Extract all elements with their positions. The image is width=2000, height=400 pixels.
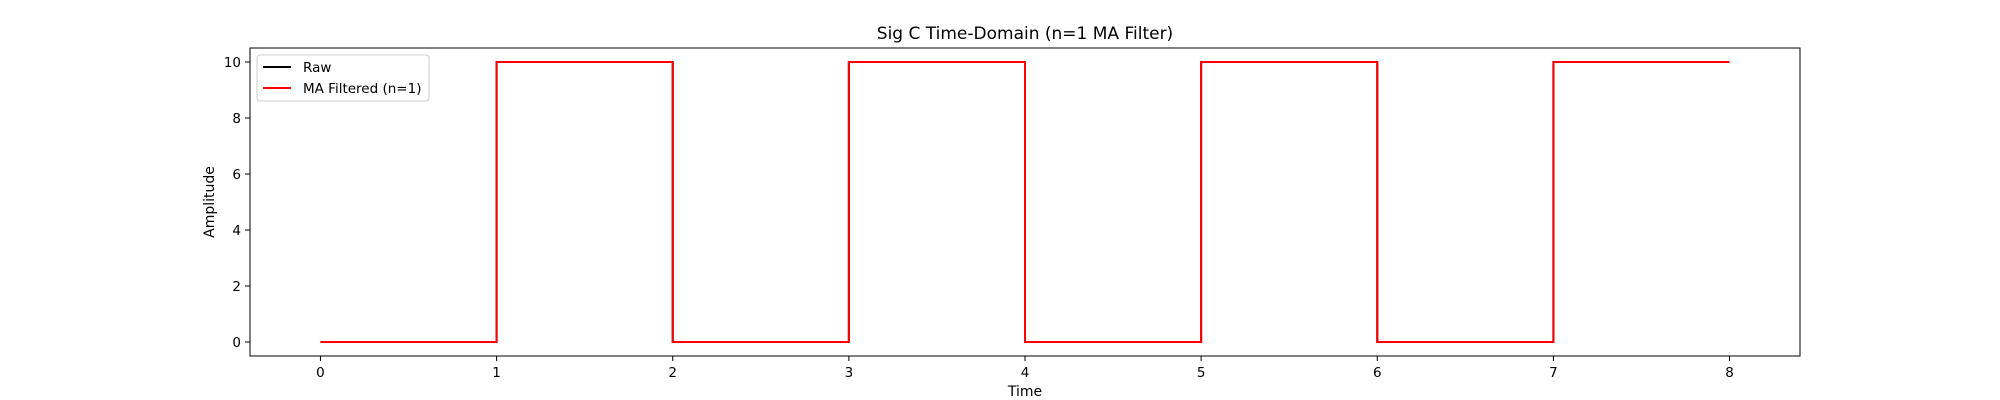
x-axis-ticks: 0 1 2 3 4 5 6 7 8 (316, 356, 1734, 381)
y-axis-ticks: 0 2 4 6 8 10 (224, 55, 250, 351)
x-tick-label: 1 (492, 365, 501, 381)
x-tick-label: 5 (1197, 365, 1206, 381)
legend-label-0: Raw (303, 60, 331, 76)
x-tick-label: 7 (1549, 365, 1558, 381)
series-line-1 (320, 61, 1730, 343)
y-axis-label: Amplitude (202, 166, 218, 238)
x-tick-label: 3 (845, 365, 854, 381)
chart-title: Sig C Time-Domain (n=1 MA Filter) (877, 24, 1173, 44)
x-tick-label: 6 (1373, 365, 1382, 381)
x-tick-label: 2 (668, 365, 677, 381)
y-tick-label: 4 (232, 223, 241, 239)
y-tick-label: 2 (232, 279, 241, 295)
legend-box (256, 54, 430, 102)
series-layer (320, 61, 1730, 343)
legend-label-1: MA Filtered (n=1) (303, 81, 421, 97)
y-tick-label: 8 (232, 111, 241, 127)
y-tick-label: 6 (232, 167, 241, 183)
y-tick-label: 0 (232, 335, 241, 351)
x-tick-label: 0 (316, 365, 325, 381)
x-tick-label: 8 (1725, 365, 1734, 381)
legend: Raw MA Filtered (n=1) (256, 54, 430, 102)
legend-entries: Raw MA Filtered (n=1) (263, 60, 421, 97)
y-tick-label: 10 (224, 55, 241, 71)
x-axis-label: Time (1007, 384, 1042, 400)
x-tick-label: 4 (1021, 365, 1030, 381)
